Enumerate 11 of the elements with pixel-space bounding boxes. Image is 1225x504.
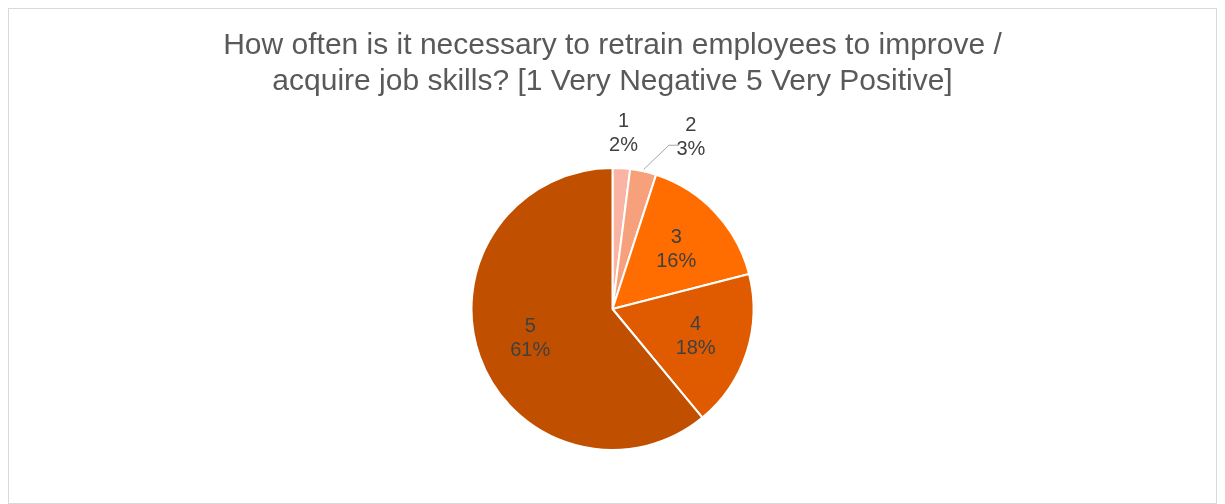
slice-label: 5: [524, 314, 536, 337]
slice-label: 2: [685, 112, 697, 135]
slice-label: 3: [670, 224, 682, 247]
data-label: 61%: [510, 338, 551, 361]
data-label: 3%: [676, 136, 706, 159]
data-label: 16%: [656, 248, 697, 271]
data-label: 2%: [609, 132, 639, 155]
slice-label: 1: [617, 108, 630, 131]
data-label: 18%: [675, 335, 716, 358]
chart-title: How often is it necessary to retrain employees to improve / acquire job skills? [1 Very Negative 5 Very Positive]: [223, 27, 1003, 97]
slice-label: 4: [690, 311, 702, 334]
